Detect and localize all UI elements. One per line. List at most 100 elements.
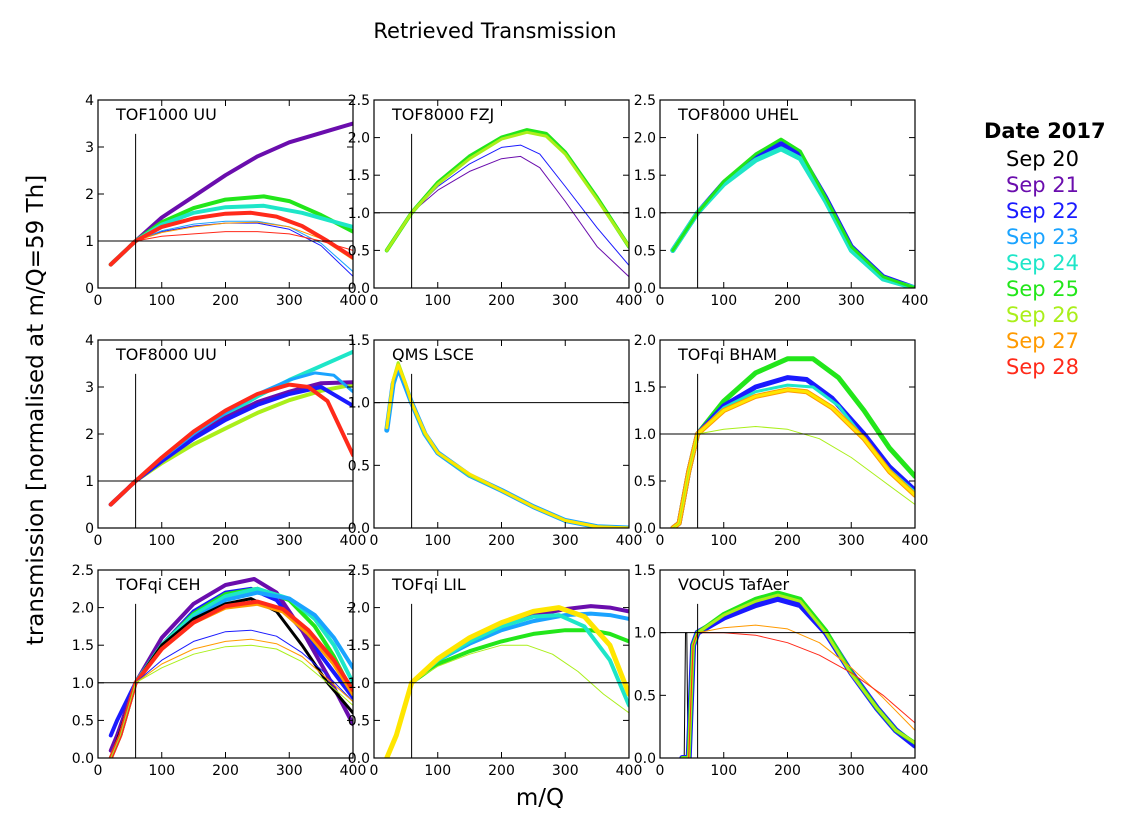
series-line bbox=[386, 155, 629, 278]
x-tick-label: 300 bbox=[276, 763, 303, 779]
x-tick-label: 300 bbox=[552, 533, 579, 549]
x-tick-label: 300 bbox=[276, 293, 303, 309]
y-tick-label: 0.0 bbox=[348, 521, 370, 537]
y-tick-label: 1.5 bbox=[348, 168, 370, 184]
panel-title: TOF1000 UU bbox=[115, 105, 217, 124]
panel: 0 100 200 300 400 0.0 0.5 1.0 1.5 QMS LSCE bbox=[348, 333, 643, 549]
series-line bbox=[108, 599, 353, 758]
series-line bbox=[671, 388, 915, 528]
x-tick-label: 200 bbox=[774, 533, 801, 549]
x-tick-label: 400 bbox=[902, 533, 929, 549]
legend-entry: Sep 27 bbox=[1006, 329, 1079, 353]
x-tick-label: 300 bbox=[276, 533, 303, 549]
x-tick-label: 100 bbox=[148, 293, 175, 309]
series-line bbox=[108, 382, 353, 507]
y-tick-label: 0 bbox=[85, 281, 94, 297]
legend-entry: Sep 21 bbox=[1006, 173, 1079, 197]
series-line bbox=[384, 128, 629, 253]
series-line bbox=[108, 385, 353, 507]
y-tick-label: 1 bbox=[85, 234, 94, 250]
x-tick-label: 100 bbox=[424, 293, 451, 309]
x-tick-label: 300 bbox=[838, 293, 865, 309]
series-line bbox=[385, 363, 629, 528]
y-tick-label: 2.0 bbox=[348, 131, 370, 147]
x-tick-label: 400 bbox=[902, 293, 929, 309]
panel-title: TOF8000 UU bbox=[115, 345, 217, 364]
series-line bbox=[108, 380, 353, 507]
x-tick-label: 300 bbox=[552, 763, 579, 779]
y-tick-label: 2.0 bbox=[634, 131, 656, 147]
y-tick-label: 1.5 bbox=[348, 638, 370, 654]
y-tick-label: 1.5 bbox=[634, 168, 656, 184]
x-tick-label: 400 bbox=[340, 293, 367, 309]
legend-entry: Sep 28 bbox=[1006, 355, 1079, 379]
y-tick-label: 2 bbox=[85, 187, 94, 203]
series-group bbox=[384, 604, 629, 758]
series-line bbox=[688, 632, 915, 758]
x-axis-label: m/Q bbox=[516, 785, 564, 811]
x-tick-label: 0 bbox=[94, 533, 103, 549]
series-line bbox=[385, 130, 629, 252]
x-tick-label: 200 bbox=[212, 293, 239, 309]
panel-frame bbox=[373, 569, 630, 759]
x-tick-label: 0 bbox=[370, 293, 379, 309]
x-tick-label: 200 bbox=[212, 763, 239, 779]
x-tick-label: 100 bbox=[148, 533, 175, 549]
y-tick-label: 3 bbox=[85, 380, 94, 396]
panel-frame bbox=[97, 99, 354, 289]
x-tick-label: 0 bbox=[656, 293, 665, 309]
series-line bbox=[680, 593, 915, 758]
y-tick-label: 0.5 bbox=[634, 243, 656, 259]
x-tick-label: 0 bbox=[94, 293, 103, 309]
series-line bbox=[670, 375, 915, 528]
panel: 0 100 200 300 400 0.0 0.5 1.0 1.5 VOCUS TafAer bbox=[634, 563, 929, 779]
y-tick-label: 0.5 bbox=[348, 458, 370, 474]
series-line bbox=[671, 137, 915, 288]
x-tick-label: 200 bbox=[488, 763, 515, 779]
y-tick-label: 1.0 bbox=[348, 396, 370, 412]
y-tick-label: 1.5 bbox=[634, 563, 656, 579]
series-group bbox=[384, 361, 629, 528]
y-tick-label: 2.5 bbox=[348, 93, 370, 109]
y-tick-label: 1.0 bbox=[72, 676, 94, 692]
legend-entry: Sep 25 bbox=[1006, 277, 1079, 301]
series-line bbox=[672, 426, 915, 528]
series-line bbox=[108, 590, 353, 758]
y-tick-label: 1.5 bbox=[72, 638, 94, 654]
series-line bbox=[670, 146, 915, 288]
series-line bbox=[680, 590, 915, 758]
y-tick-label: 1.0 bbox=[634, 626, 656, 642]
series-line bbox=[108, 210, 353, 267]
series-group bbox=[678, 590, 915, 758]
panel-frame bbox=[659, 99, 916, 289]
panel-title: TOF8000 FZJ bbox=[391, 105, 494, 124]
y-tick-label: 0 bbox=[85, 521, 94, 537]
panel-frame bbox=[373, 99, 630, 289]
legend-entry: Sep 24 bbox=[1006, 251, 1079, 275]
legend-entry: Sep 20 bbox=[1006, 147, 1079, 171]
x-tick-label: 300 bbox=[552, 293, 579, 309]
panel-title: QMS LSCE bbox=[392, 345, 474, 364]
y-tick-label: 0.0 bbox=[348, 281, 370, 297]
y-tick-label: 1.0 bbox=[348, 206, 370, 222]
legend-title: Date 2017 bbox=[984, 119, 1106, 143]
y-tick-label: 0.0 bbox=[634, 281, 656, 297]
x-tick-label: 400 bbox=[340, 533, 367, 549]
y-tick-label: 2 bbox=[85, 427, 94, 443]
y-tick-label: 2.5 bbox=[634, 93, 656, 109]
panel-title: TOF8000 UHEL bbox=[677, 105, 798, 124]
x-tick-label: 200 bbox=[212, 533, 239, 549]
panel-frame bbox=[373, 339, 630, 529]
panel-title: VOCUS TafAer bbox=[678, 575, 789, 594]
y-tick-label: 1.5 bbox=[348, 333, 370, 349]
x-tick-label: 200 bbox=[774, 293, 801, 309]
series-line bbox=[108, 349, 353, 507]
y-tick-label: 0.5 bbox=[72, 713, 94, 729]
chart-title: Retrieved Transmission bbox=[373, 19, 616, 43]
y-tick-label: 1.5 bbox=[634, 380, 656, 396]
y-tick-label: 2.0 bbox=[634, 333, 656, 349]
series-line bbox=[679, 595, 915, 758]
x-tick-label: 400 bbox=[902, 763, 929, 779]
